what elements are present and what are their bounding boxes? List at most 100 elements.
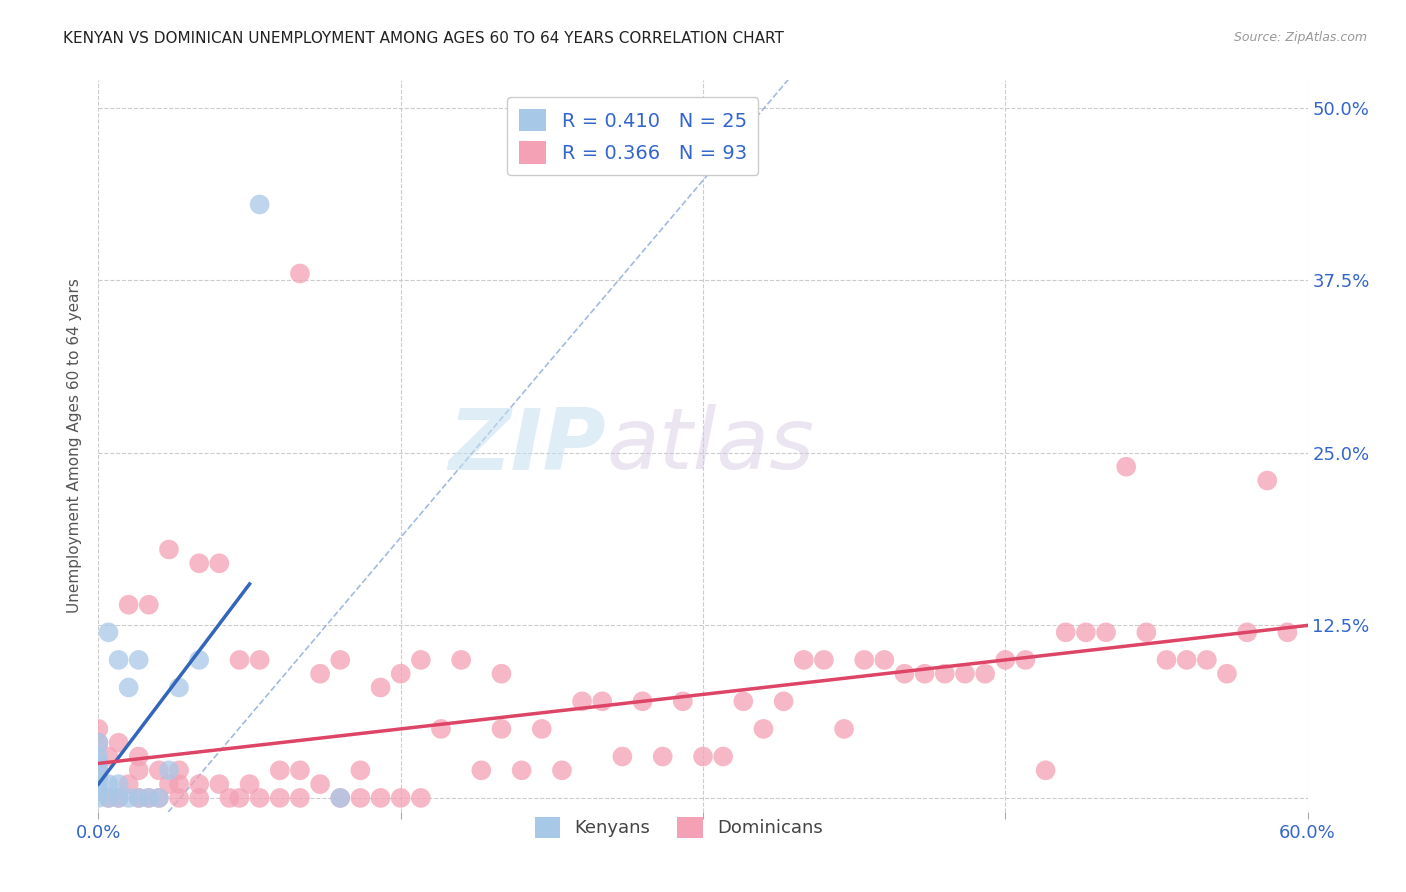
Point xyxy=(1135,625,1157,640)
Point xyxy=(87,722,110,736)
Point xyxy=(1115,459,1137,474)
Point xyxy=(118,681,141,695)
Point xyxy=(389,666,412,681)
Point xyxy=(530,722,553,736)
Point xyxy=(228,653,250,667)
Point xyxy=(329,791,352,805)
Point xyxy=(269,764,291,778)
Point xyxy=(128,791,150,805)
Point xyxy=(1236,625,1258,640)
Point xyxy=(87,791,110,805)
Point xyxy=(138,791,160,805)
Point xyxy=(87,756,110,771)
Point xyxy=(309,777,332,791)
Point xyxy=(793,653,815,667)
Point xyxy=(450,653,472,667)
Point xyxy=(148,791,170,805)
Point xyxy=(510,764,533,778)
Point xyxy=(157,764,180,778)
Point xyxy=(208,777,231,791)
Point xyxy=(692,749,714,764)
Point xyxy=(157,777,180,791)
Point xyxy=(128,749,150,764)
Point xyxy=(188,557,211,571)
Point xyxy=(138,791,160,805)
Point xyxy=(813,653,835,667)
Point xyxy=(612,749,634,764)
Point xyxy=(491,666,513,681)
Point xyxy=(329,653,352,667)
Point xyxy=(118,777,141,791)
Point xyxy=(167,764,190,778)
Point xyxy=(733,694,755,708)
Point xyxy=(97,777,120,791)
Point xyxy=(470,764,492,778)
Point xyxy=(269,791,291,805)
Point xyxy=(107,736,129,750)
Point xyxy=(107,791,129,805)
Point xyxy=(288,791,311,805)
Point xyxy=(188,791,211,805)
Point xyxy=(249,197,271,211)
Point xyxy=(914,666,936,681)
Point xyxy=(309,666,332,681)
Point xyxy=(1054,625,1077,640)
Point xyxy=(711,749,734,764)
Point xyxy=(97,749,120,764)
Point xyxy=(157,542,180,557)
Point xyxy=(167,777,190,791)
Point xyxy=(107,653,129,667)
Text: atlas: atlas xyxy=(606,404,814,488)
Point xyxy=(87,764,110,778)
Point xyxy=(1095,625,1118,640)
Point xyxy=(832,722,855,736)
Point xyxy=(148,791,170,805)
Point xyxy=(651,749,673,764)
Point xyxy=(370,791,392,805)
Point xyxy=(288,764,311,778)
Point xyxy=(188,777,211,791)
Point xyxy=(631,694,654,708)
Point xyxy=(1216,666,1239,681)
Point xyxy=(87,764,110,778)
Point xyxy=(107,777,129,791)
Point xyxy=(128,764,150,778)
Point xyxy=(329,791,352,805)
Point xyxy=(1035,764,1057,778)
Point xyxy=(128,653,150,667)
Text: Source: ZipAtlas.com: Source: ZipAtlas.com xyxy=(1233,31,1367,45)
Point xyxy=(249,791,271,805)
Y-axis label: Unemployment Among Ages 60 to 64 years: Unemployment Among Ages 60 to 64 years xyxy=(67,278,83,614)
Point xyxy=(188,653,211,667)
Point xyxy=(551,764,574,778)
Point xyxy=(934,666,956,681)
Point xyxy=(571,694,593,708)
Point xyxy=(138,598,160,612)
Point xyxy=(389,791,412,805)
Point xyxy=(97,625,120,640)
Point xyxy=(1014,653,1036,667)
Point xyxy=(591,694,613,708)
Point xyxy=(128,791,150,805)
Point xyxy=(752,722,775,736)
Point xyxy=(97,791,120,805)
Point xyxy=(1256,474,1278,488)
Point xyxy=(87,777,110,791)
Point xyxy=(239,777,262,791)
Point xyxy=(167,791,190,805)
Point xyxy=(994,653,1017,667)
Point xyxy=(430,722,453,736)
Point xyxy=(118,598,141,612)
Point xyxy=(1175,653,1198,667)
Point xyxy=(953,666,976,681)
Point xyxy=(87,770,110,784)
Point xyxy=(772,694,794,708)
Point xyxy=(1074,625,1097,640)
Point xyxy=(228,791,250,805)
Point xyxy=(87,749,110,764)
Point xyxy=(87,736,110,750)
Legend: Kenyans, Dominicans: Kenyans, Dominicans xyxy=(526,807,832,847)
Point xyxy=(1195,653,1218,667)
Point xyxy=(349,764,371,778)
Point xyxy=(249,653,271,667)
